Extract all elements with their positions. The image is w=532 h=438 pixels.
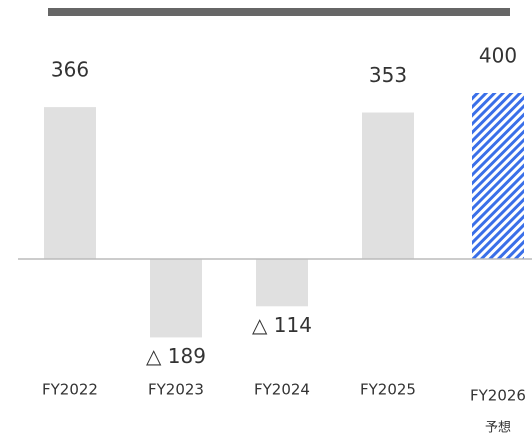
bar: [472, 93, 524, 259]
value-label: △ 114: [252, 313, 312, 337]
x-tick-label: FY2025: [360, 381, 416, 399]
x-tick-label: FY2026: [470, 387, 526, 405]
bar: [256, 259, 308, 307]
value-label: 366: [51, 58, 89, 82]
value-label: △ 189: [146, 344, 206, 368]
x-tick-label: FY2023: [148, 381, 204, 399]
annotation: 予想: [485, 420, 511, 436]
value-label: 353: [369, 63, 407, 87]
bar: [362, 112, 414, 259]
x-tick-label: FY2022: [42, 381, 98, 399]
header-bar: [48, 8, 510, 16]
x-tick-label: FY2024: [254, 381, 310, 399]
value-label: 400: [479, 44, 517, 68]
bar: [150, 259, 202, 338]
bar: [44, 107, 96, 259]
